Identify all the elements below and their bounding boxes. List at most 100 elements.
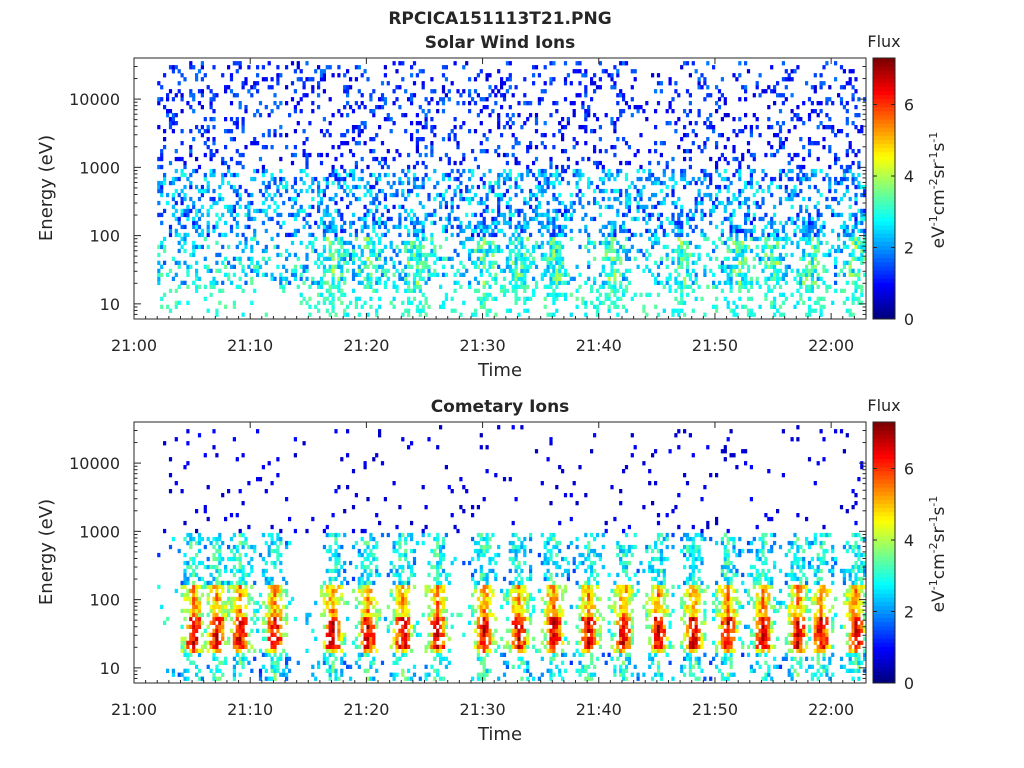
spectrogram-cell <box>732 145 736 150</box>
spectrogram-cell <box>845 152 849 158</box>
spectrogram-cell <box>863 192 867 198</box>
spectrogram-cell <box>468 89 472 94</box>
colorbar-swatch <box>873 90 895 96</box>
spectrogram-cell <box>671 156 675 162</box>
spectrogram-cell <box>180 196 184 202</box>
spectrogram-cell <box>299 300 303 305</box>
spectrogram-cell <box>360 129 364 134</box>
spectrogram-cell <box>601 268 605 273</box>
spectrogram-cell <box>404 248 408 254</box>
spectrogram-cell <box>494 224 498 230</box>
spectrogram-cell <box>854 224 858 230</box>
spectrogram-cell <box>613 145 617 150</box>
spectrogram-cell <box>441 97 446 102</box>
spectrogram-cell <box>412 276 417 281</box>
spectrogram-cell <box>398 220 402 226</box>
spectrogram-cell <box>369 276 373 281</box>
spectrogram-cell <box>264 652 268 657</box>
spectrogram-cell <box>590 81 594 86</box>
spectrogram-cell <box>192 620 196 625</box>
spectrogram-cell <box>412 81 417 86</box>
spectrogram-cell <box>203 176 207 182</box>
spectrogram-cell <box>497 208 501 214</box>
spectrogram-cell <box>337 208 341 214</box>
spectrogram-cell <box>735 196 739 202</box>
spectrogram-cell <box>534 129 539 134</box>
spectrogram-cell <box>215 200 219 206</box>
spectrogram-cell <box>369 109 373 114</box>
spectrogram-cell <box>845 296 849 301</box>
spectrogram-cell <box>459 220 463 226</box>
spectrogram-cell <box>244 640 248 645</box>
spectrogram-cell <box>796 172 800 178</box>
spectrogram-cell <box>354 236 358 242</box>
spectrogram-cell <box>407 284 411 289</box>
spectrogram-cell <box>749 220 753 226</box>
spectrogram-cell <box>563 168 568 174</box>
spectrogram-cell <box>215 268 219 273</box>
spectrogram-cell <box>166 200 170 206</box>
spectrogram-cell <box>195 228 199 234</box>
spectrogram-cell <box>404 113 408 118</box>
spectrogram-cell <box>363 300 367 305</box>
spectrogram-cell <box>235 544 239 550</box>
spectrogram-cell <box>244 552 248 558</box>
spectrogram-cell <box>558 256 562 261</box>
spectrogram-cell <box>587 264 591 269</box>
spectrogram-cell <box>192 612 196 618</box>
spectrogram-cell <box>532 172 536 178</box>
spectrogram-cell <box>744 260 748 265</box>
spectrogram-cell <box>471 232 475 238</box>
spectrogram-cell <box>395 268 399 273</box>
spectrogram-cell <box>738 160 742 166</box>
spectrogram-cell <box>799 164 803 170</box>
spectrogram-cell <box>424 125 428 130</box>
spectrogram-cell <box>433 212 437 218</box>
spectrogram-cell <box>749 176 753 182</box>
spectrogram-cell <box>842 220 846 226</box>
spectrogram-cell <box>180 73 184 78</box>
spectrogram-cell <box>209 668 213 673</box>
spectrogram-cell <box>305 152 309 158</box>
spectrogram-cell <box>694 121 698 126</box>
spectrogram-cell <box>317 200 321 206</box>
spectrogram-cell <box>476 113 480 118</box>
spectrogram-cell <box>232 304 236 309</box>
spectrogram-cell <box>218 604 222 610</box>
spectrogram-cell <box>529 296 533 301</box>
spectrogram-cell <box>160 240 164 246</box>
spectrogram-cell <box>209 640 213 645</box>
spectrogram-cell <box>270 668 274 673</box>
spectrogram-cell <box>415 232 419 238</box>
spectrogram-cell <box>174 121 178 126</box>
spectrogram-cell <box>834 156 838 162</box>
spectrogram-cell <box>810 264 814 269</box>
spectrogram-cell <box>238 260 242 265</box>
spectrogram-cell <box>595 200 600 206</box>
spectrogram-cell <box>407 240 411 246</box>
spectrogram-cell <box>685 180 690 186</box>
spectrogram-cell <box>744 304 748 309</box>
spectrogram-cell <box>195 664 199 669</box>
spectrogram-cell <box>261 133 265 138</box>
spectrogram-cell <box>430 232 434 238</box>
spectrogram-cell <box>412 176 417 182</box>
spectrogram-cell <box>375 176 379 182</box>
spectrogram-cell <box>842 300 846 305</box>
spectrogram-cell <box>502 212 507 218</box>
spectrogram-cell <box>261 65 265 70</box>
spectrogram-cell <box>770 216 774 222</box>
spectrogram-cell <box>473 192 478 198</box>
spectrogram-cell <box>232 608 236 614</box>
spectrogram-cell <box>691 129 695 134</box>
spectrogram-cell <box>807 152 812 158</box>
spectrogram-cell <box>494 216 498 222</box>
spectrogram-cell <box>192 248 196 254</box>
spectrogram-cell <box>497 200 501 206</box>
spectrogram-cell <box>619 113 623 118</box>
spectrogram-cell <box>319 152 324 158</box>
spectrogram-cell <box>392 284 396 289</box>
spectrogram-cell <box>746 312 751 317</box>
spectrogram-cell <box>450 264 454 269</box>
spectrogram-cell <box>764 172 768 178</box>
